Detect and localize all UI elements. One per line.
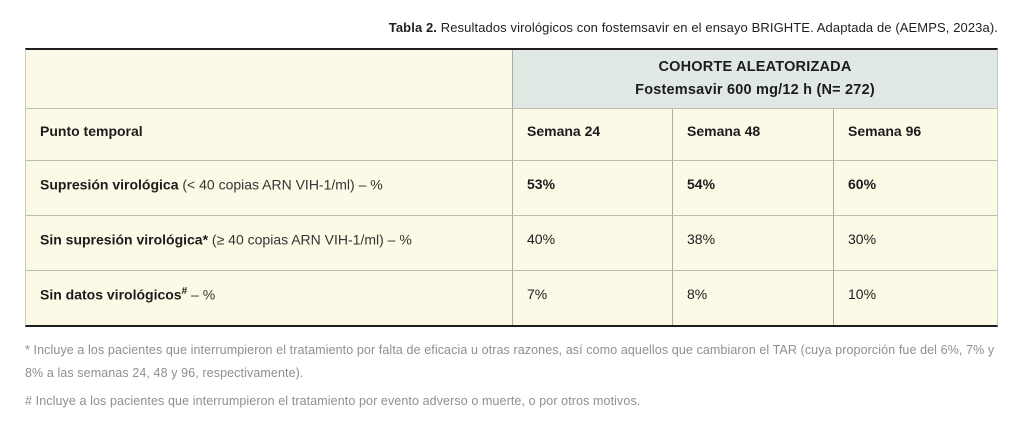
column-header-row: Punto temporal Semana 24 Semana 48 Seman…	[26, 108, 997, 160]
table-row: Sin supresión virológica* (≥ 40 copias A…	[26, 215, 997, 270]
cohort-header-row: COHORTE ALEATORIZADA Fostemsavir 600 mg/…	[26, 50, 997, 108]
row-value-week96: 30%	[848, 231, 877, 247]
footnotes-section: * Incluye a los pacientes que interrumpi…	[25, 339, 998, 413]
row-label: Sin supresión virológica* (≥ 40 copias A…	[26, 216, 513, 270]
document-page: Tabla 2. Resultados virológicos con fost…	[0, 20, 1024, 429]
row-value-week24: 40%	[513, 216, 673, 270]
column-header-week96: Semana 96	[848, 123, 922, 139]
row-value-week48: 8%	[673, 271, 834, 325]
column-header-week24: Semana 24	[513, 109, 673, 160]
table-caption-text: Resultados virológicos con fostemsavir e…	[437, 20, 998, 35]
row-value-week48: 38%	[673, 216, 834, 270]
footnote-hash: # Incluye a los pacientes que interrumpi…	[25, 394, 641, 408]
row-value-week24: 53%	[513, 161, 673, 215]
footnote-asterisk: * Incluye a los pacientes que interrumpi…	[25, 343, 995, 380]
column-header-label: Punto temporal	[26, 109, 513, 160]
row-label-bold: Sin supresión virológica*	[40, 231, 209, 248]
table-row: Sin datos virológicos# – % 7% 8% 10%	[26, 270, 997, 325]
row-label-detail: (≥ 40 copias ARN VIH-1/ml) – %	[208, 231, 412, 248]
results-table: COHORTE ALEATORIZADA Fostemsavir 600 mg/…	[25, 48, 998, 327]
table-row: Supresión virológica (< 40 copias ARN VI…	[26, 160, 997, 215]
row-value-week24: 7%	[513, 271, 673, 325]
column-header-week48: Semana 48	[673, 109, 834, 160]
row-value-week96: 10%	[848, 286, 877, 302]
row-label-bold: Supresión virológica	[40, 176, 179, 193]
row-label-superscript: #	[181, 286, 188, 297]
cohort-subtitle: Fostemsavir 600 mg/12 h (N= 272)	[635, 82, 875, 98]
content-area: Tabla 2. Resultados virológicos con fost…	[25, 20, 998, 413]
row-value-week96: 60%	[848, 176, 877, 192]
cohort-title: COHORTE ALEATORIZADA	[658, 59, 852, 76]
row-label-bold: Sin datos virológicos	[40, 286, 182, 303]
row-value-week48: 54%	[673, 161, 834, 215]
table-caption-number: Tabla 2.	[388, 20, 438, 35]
cohort-header-empty-cell	[26, 50, 513, 108]
row-label-detail: (< 40 copias ARN VIH-1/ml) – %	[178, 176, 383, 193]
cohort-header-cell: COHORTE ALEATORIZADA Fostemsavir 600 mg/…	[513, 50, 997, 108]
table-caption: Tabla 2. Resultados virológicos con fost…	[25, 20, 998, 35]
row-label-detail: – %	[187, 286, 216, 303]
row-label: Sin datos virológicos# – %	[26, 271, 513, 325]
row-label: Supresión virológica (< 40 copias ARN VI…	[26, 161, 513, 215]
